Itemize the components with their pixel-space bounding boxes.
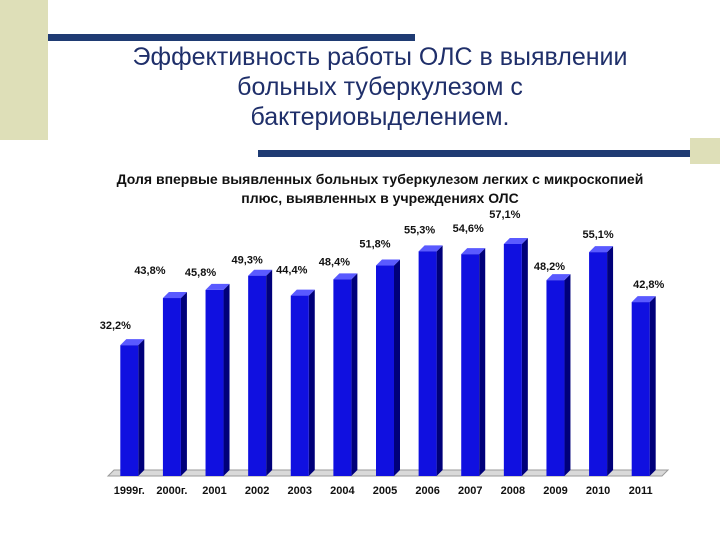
chart-title: Доля впервые выявленных больных туберкул… (116, 171, 644, 206)
bar-front (376, 265, 394, 476)
value-label: 51,8% (359, 239, 390, 251)
bar (162, 292, 187, 476)
x-tick-label: 2006 (415, 485, 439, 497)
bar-side (649, 296, 656, 476)
x-tick-label: 2011 (629, 485, 653, 497)
bar-front (631, 302, 650, 476)
bar-top (248, 269, 273, 276)
value-label: 55,3% (404, 224, 435, 236)
bar-front (205, 289, 224, 476)
bar (503, 238, 528, 476)
value-label: 43,8% (134, 265, 165, 277)
bar-side (266, 269, 273, 476)
bar-side (521, 238, 528, 476)
bar-top (631, 296, 656, 303)
bar-front (248, 275, 267, 476)
bar-top (205, 283, 230, 290)
bar-top (376, 259, 400, 266)
bar-front (546, 280, 565, 476)
bar (631, 296, 656, 476)
chart-bars (120, 238, 656, 476)
bar (120, 339, 145, 476)
bar-side (394, 259, 400, 476)
bar (546, 274, 571, 476)
x-tick-label: 2003 (288, 485, 312, 497)
bar-front (503, 244, 522, 476)
bar-top (333, 273, 358, 280)
decor-line-top (48, 34, 415, 41)
bar (418, 245, 443, 476)
bar-top (546, 274, 571, 281)
bar-side (223, 283, 230, 476)
x-tick-label: 2004 (330, 485, 355, 497)
bar-front (333, 279, 352, 476)
decor-square-right (690, 138, 720, 164)
bar (248, 269, 273, 476)
bar (205, 283, 230, 476)
decor-line-middle (258, 150, 690, 157)
bar-top (162, 292, 187, 299)
x-tick-label: 2005 (373, 485, 397, 497)
bar-front (461, 254, 480, 476)
bar (461, 248, 486, 476)
x-tick-label: 2009 (543, 485, 567, 497)
bar-front (589, 252, 608, 476)
value-label: 44,4% (276, 265, 307, 277)
bar-top (120, 339, 145, 346)
bar-front (418, 251, 437, 476)
bar-top (418, 245, 443, 252)
bar (376, 259, 400, 476)
value-label: 49,3% (232, 255, 263, 267)
bar-side (607, 246, 614, 476)
bar-side (308, 289, 315, 476)
value-label: 54,6% (453, 223, 484, 235)
x-tick-label: 2007 (458, 485, 482, 497)
bar-top (589, 246, 614, 253)
slide-title: Эффективность работы ОЛС в выявлении бол… (132, 43, 628, 131)
value-label: 45,8% (185, 267, 216, 279)
bar-top (503, 238, 528, 244)
bar-front (162, 298, 181, 476)
bar (589, 246, 614, 476)
bar-front (120, 345, 139, 476)
decor-square-left (0, 0, 48, 140)
x-tick-label: 2008 (501, 485, 525, 497)
bar-side (351, 273, 358, 476)
value-label: 55,1% (582, 229, 613, 241)
bar-side (436, 245, 443, 476)
value-label: 48,4% (319, 256, 350, 268)
x-tick-labels: 1999г. 2000г. 2001 2002 2003 2004 2005 2006 2007… (114, 485, 653, 497)
bar (290, 289, 315, 476)
x-tick-label: 1999г. (114, 485, 145, 497)
x-tick-label: 2001 (202, 485, 226, 497)
bar-top (461, 248, 486, 255)
x-tick-label: 2000г. (156, 485, 187, 497)
value-labels: 32,2% 43,8% 45,8% 49,3% 44,4% 48,4% 51,8% 55,3%… (100, 209, 665, 332)
bar (333, 273, 358, 476)
x-tick-label: 2010 (586, 485, 610, 497)
bar-side (564, 274, 571, 476)
x-tick-label: 2002 (245, 485, 269, 497)
value-label: 32,2% (100, 320, 131, 332)
value-label: 57,1% (489, 209, 520, 221)
bar-front (290, 295, 309, 476)
bar-side (138, 339, 145, 476)
value-label: 48,2% (534, 261, 565, 273)
bar-side (479, 248, 486, 476)
value-label: 42,8% (633, 279, 664, 291)
bar-side (180, 292, 187, 476)
bar-top (290, 289, 315, 296)
